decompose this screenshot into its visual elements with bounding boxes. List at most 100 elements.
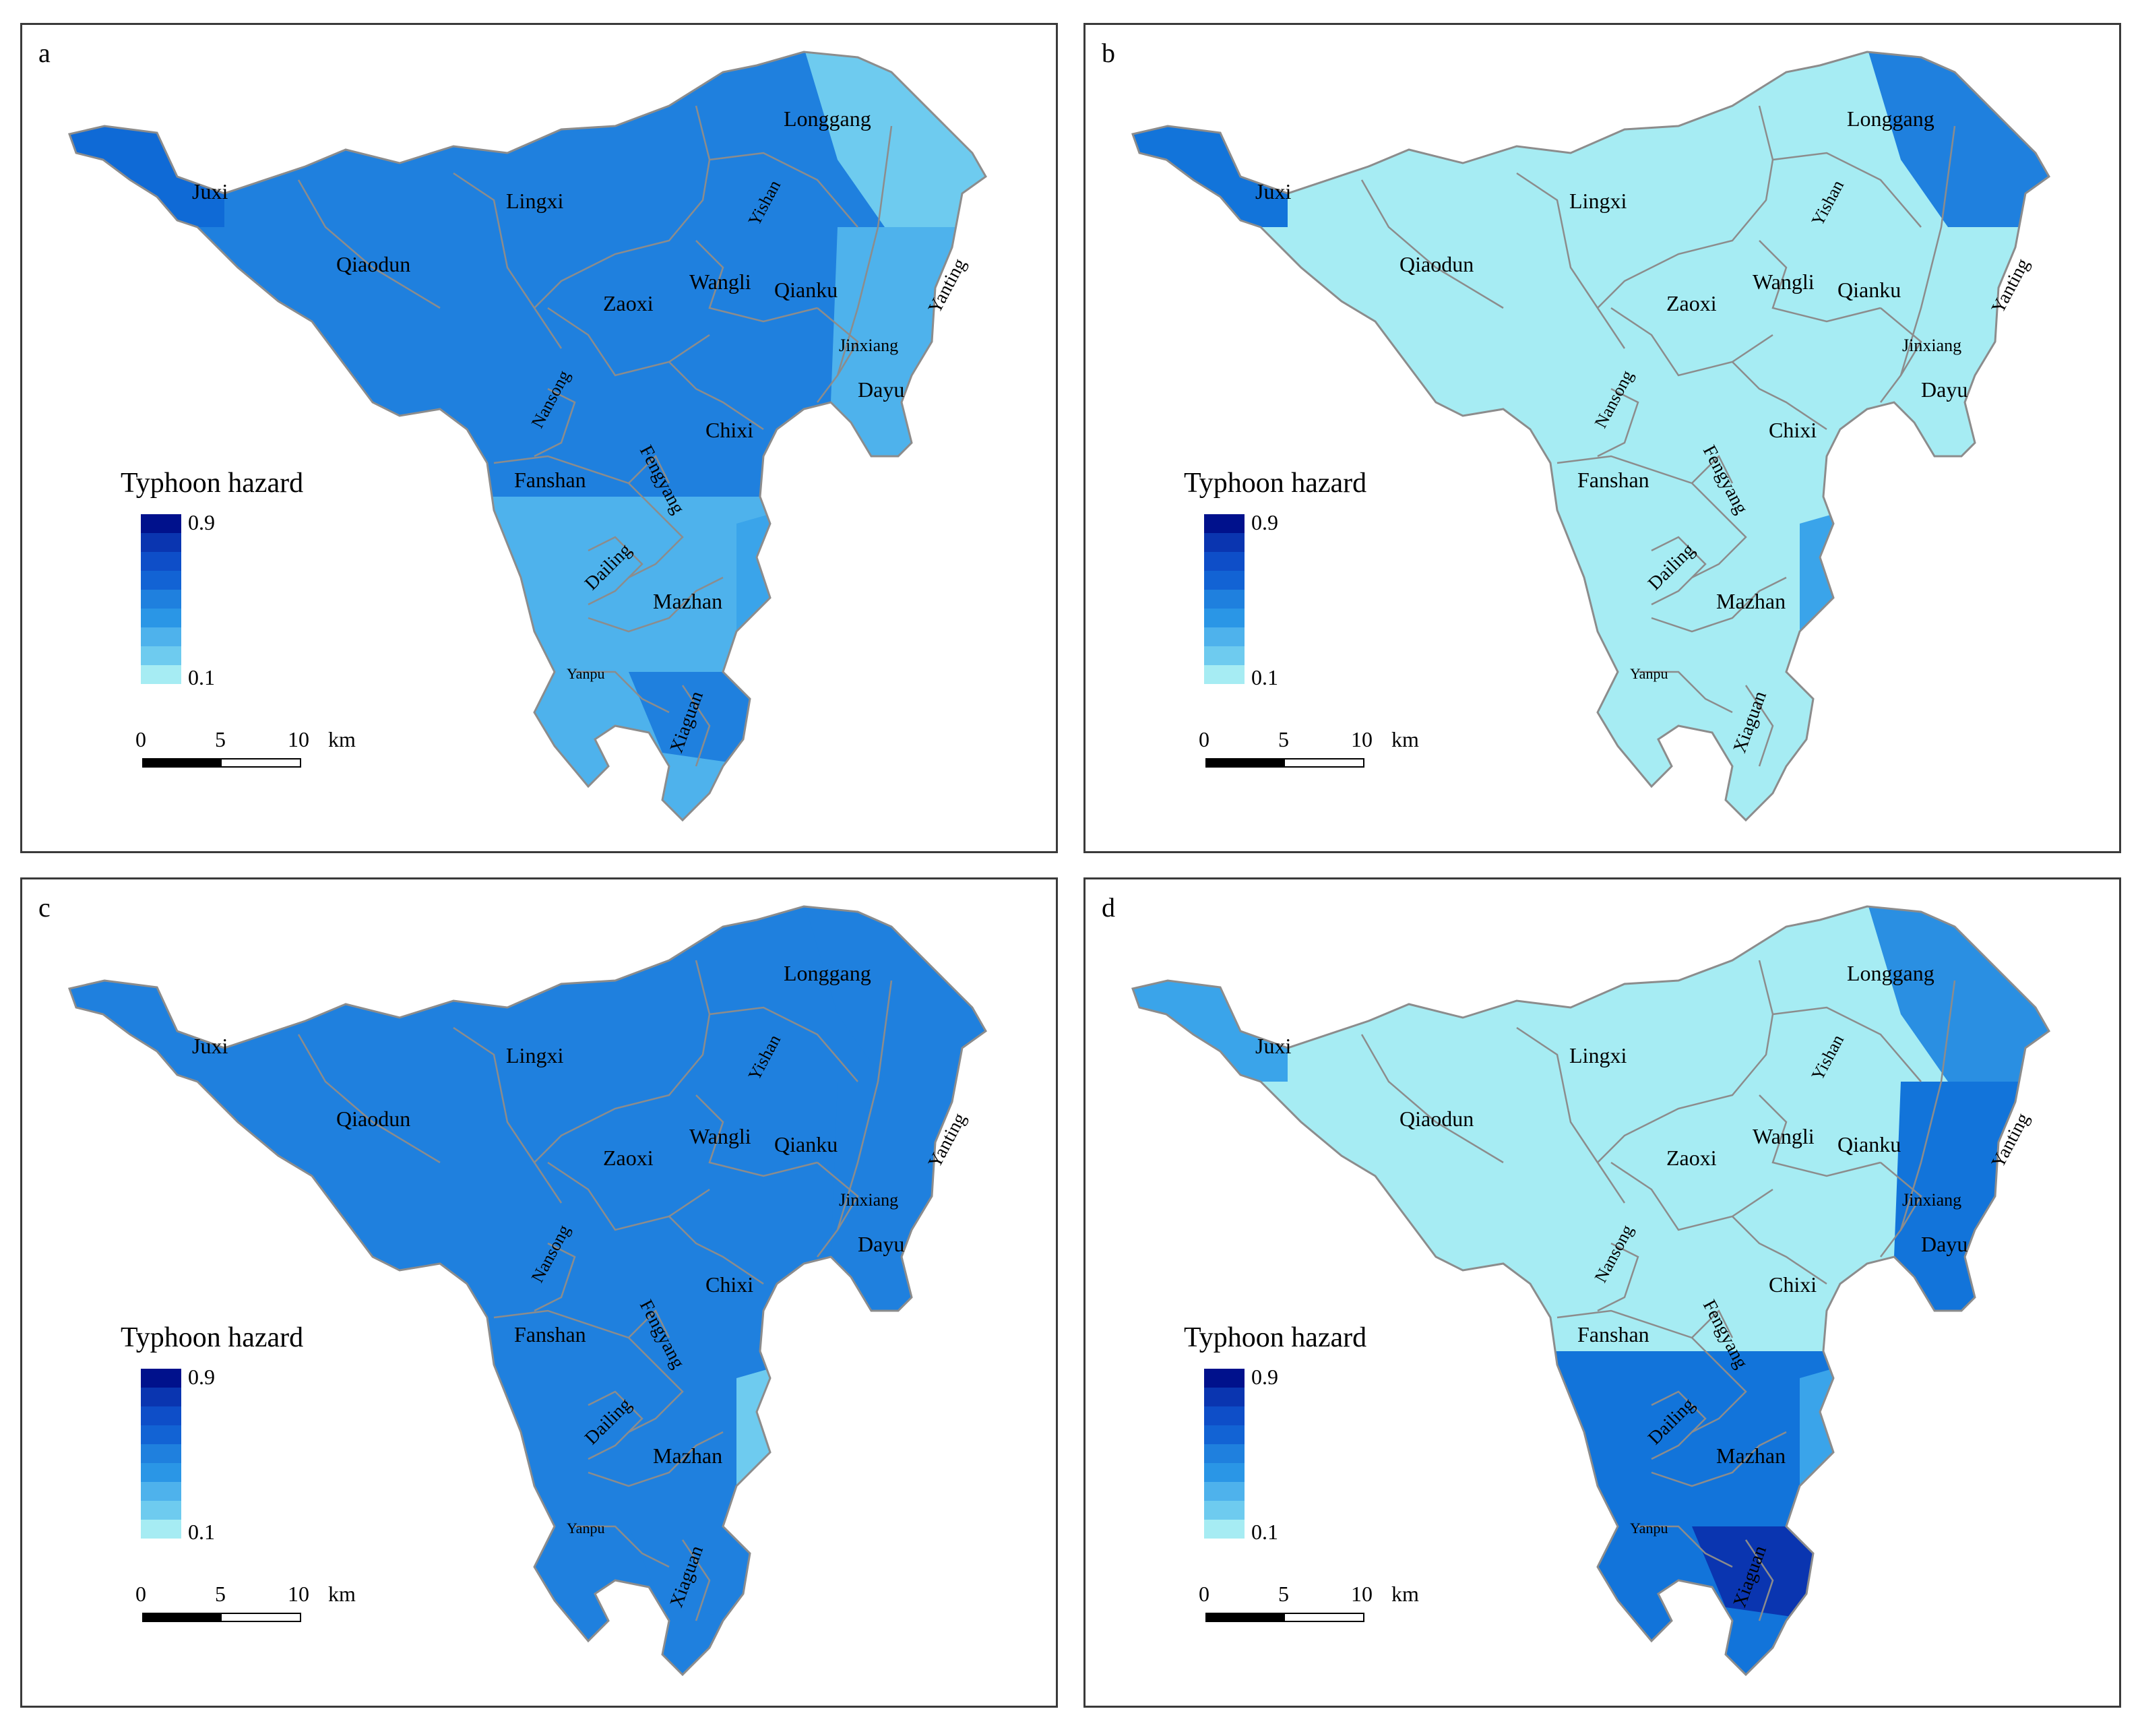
map-svg: Longgang Juxi Lingxi Yishan Qiaodun Wang… xyxy=(1131,51,2050,822)
town-fanshan: Fanshan xyxy=(1577,1322,1649,1346)
town-fanshan: Fanshan xyxy=(514,468,586,492)
town-zaoxi: Zaoxi xyxy=(1666,291,1717,315)
town-wangli: Wangli xyxy=(1753,1124,1815,1148)
town-yanpu: Yanpu xyxy=(1630,1520,1668,1537)
legend-title: Typhoon hazard xyxy=(1184,1322,1367,1353)
color-ramp xyxy=(141,514,181,684)
color-ramp xyxy=(1204,1369,1245,1539)
town-yanpu: Yanpu xyxy=(567,1520,604,1537)
scale-bar xyxy=(142,1613,301,1622)
scale-tick-10: 10 xyxy=(288,1582,309,1606)
town-qianku: Qianku xyxy=(774,278,838,302)
town-qianku: Qianku xyxy=(1837,278,1901,302)
region-northeast xyxy=(797,906,986,1162)
town-longgang: Longgang xyxy=(1847,106,1934,131)
ramp-step xyxy=(1204,1520,1245,1539)
region-dark xyxy=(1692,1526,1820,1621)
ramp-step xyxy=(1204,1482,1245,1501)
ramp-step xyxy=(1204,646,1245,665)
region-dark xyxy=(1692,672,1820,766)
scale-bar xyxy=(142,758,301,768)
ramp-step xyxy=(1204,1425,1245,1444)
town-boundaries xyxy=(297,960,893,1621)
scale-tick-5: 5 xyxy=(1278,1582,1289,1606)
ramp-step xyxy=(141,1520,181,1539)
town-dayu: Dayu xyxy=(858,1232,904,1256)
ramp-step xyxy=(1204,571,1245,590)
ramp-step xyxy=(1204,552,1245,571)
map-svg: Longgang Juxi Lingxi Yishan Qiaodun Wang… xyxy=(1131,905,2050,1676)
town-qianku: Qianku xyxy=(1837,1132,1901,1156)
town-lingxi: Lingxi xyxy=(1569,189,1627,213)
scale-tick-5: 5 xyxy=(1278,727,1289,751)
legend: Typhoon hazard 0.9 0.1 0 5 10 km xyxy=(121,1322,404,1672)
scale-tick-5: 5 xyxy=(215,727,226,751)
scale-unit: km xyxy=(1391,727,1419,751)
ramp-step xyxy=(1204,590,1245,609)
ramp-step xyxy=(141,1501,181,1520)
ramp-step xyxy=(1204,1369,1245,1388)
legend-min-value: 0.1 xyxy=(188,1520,215,1544)
map-svg: Longgang Juxi Lingxi Yishan Qiaodun Wang… xyxy=(68,905,987,1676)
scale-tick-5: 5 xyxy=(215,1582,226,1606)
town-longgang: Longgang xyxy=(784,961,871,985)
map-panel-d: Longgang Juxi Lingxi Yishan Qiaodun Wang… xyxy=(1083,877,2121,1708)
legend-title: Typhoon hazard xyxy=(121,468,304,499)
town-chixi: Chixi xyxy=(705,1272,753,1297)
town-wangli: Wangli xyxy=(689,270,751,294)
town-jinxiang: Jinxiang xyxy=(839,1190,898,1210)
map-panel-a: Longgang Juxi Lingxi Yishan Qiaodun Wang… xyxy=(20,23,1058,853)
legend-max-value: 0.9 xyxy=(1251,510,1278,534)
legend-max-value: 0.9 xyxy=(188,1365,215,1389)
ramp-step xyxy=(141,1463,181,1482)
ramp-step xyxy=(141,627,181,646)
town-chixi: Chixi xyxy=(705,418,753,442)
town-lingxi: Lingxi xyxy=(506,1043,563,1067)
town-jinxiang: Jinxiang xyxy=(1902,336,1961,355)
town-wangli: Wangli xyxy=(689,1124,751,1148)
town-juxi: Juxi xyxy=(192,1034,228,1058)
scale-unit: km xyxy=(1391,1582,1419,1606)
legend-max-value: 0.9 xyxy=(188,510,215,534)
ramp-step xyxy=(141,1406,181,1425)
ramp-step xyxy=(1204,514,1245,533)
town-juxi: Juxi xyxy=(1255,179,1291,204)
ramp-step xyxy=(1204,665,1245,684)
town-zaoxi: Zaoxi xyxy=(1666,1146,1717,1170)
town-mazhan: Mazhan xyxy=(653,589,722,613)
ramp-step xyxy=(1204,1406,1245,1425)
region-dark xyxy=(629,1526,757,1621)
ramp-step xyxy=(1204,627,1245,646)
town-jinxiang: Jinxiang xyxy=(1902,1190,1961,1210)
legend: Typhoon hazard 0.9 0.1 0 5 10 km xyxy=(121,467,404,817)
panel-label: d xyxy=(1102,892,1115,923)
town-qiaodun: Qiaodun xyxy=(336,1107,410,1131)
town-juxi: Juxi xyxy=(192,179,228,204)
ramp-step xyxy=(1204,1463,1245,1482)
scale-tick-10: 10 xyxy=(1351,1582,1373,1606)
scale-tick-0: 0 xyxy=(135,1582,146,1606)
town-mazhan: Mazhan xyxy=(1716,1444,1786,1468)
town-longgang: Longgang xyxy=(1847,961,1934,985)
legend-title: Typhoon hazard xyxy=(1184,468,1367,499)
legend-min-value: 0.1 xyxy=(1251,665,1278,689)
town-dayu: Dayu xyxy=(858,377,904,402)
ramp-step xyxy=(141,1369,181,1388)
region-northeast xyxy=(1860,52,2049,308)
town-boundaries xyxy=(1360,960,1956,1621)
town-juxi: Juxi xyxy=(1255,1034,1291,1058)
town-chixi: Chixi xyxy=(1769,1272,1817,1297)
town-yanpu: Yanpu xyxy=(1630,665,1668,682)
town-qianku: Qianku xyxy=(774,1132,838,1156)
ramp-step xyxy=(141,1482,181,1501)
ramp-step xyxy=(141,571,181,590)
town-fanshan: Fanshan xyxy=(514,1322,586,1346)
scale-tick-0: 0 xyxy=(1199,727,1209,751)
ramp-step xyxy=(1204,1444,1245,1463)
ramp-step xyxy=(1204,1388,1245,1406)
region-coast xyxy=(1800,497,1894,766)
town-qiaodun: Qiaodun xyxy=(1399,252,1474,276)
ramp-step xyxy=(141,1444,181,1463)
town-mazhan: Mazhan xyxy=(653,1444,722,1468)
legend-min-value: 0.1 xyxy=(1251,1520,1278,1544)
